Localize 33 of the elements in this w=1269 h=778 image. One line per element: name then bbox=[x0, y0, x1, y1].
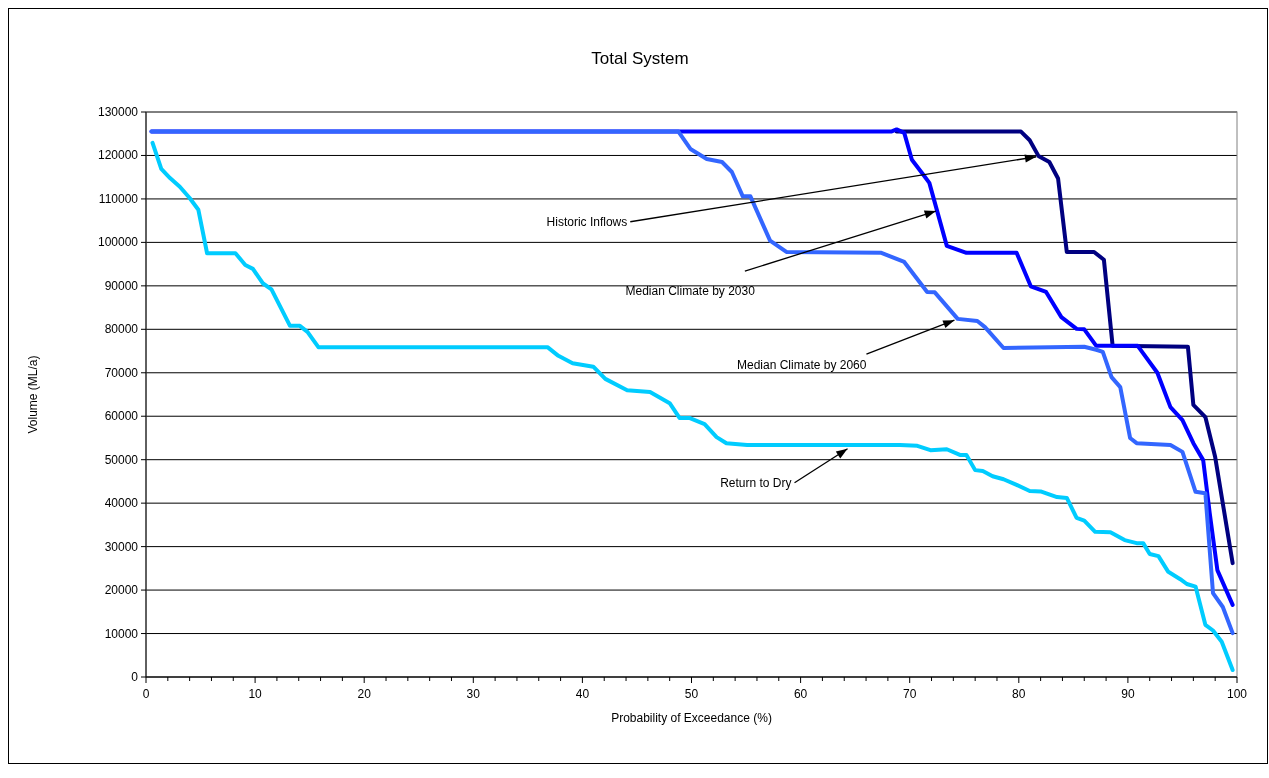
y-tick-label: 120000 bbox=[97, 148, 139, 163]
y-tick-label: 110000 bbox=[98, 191, 139, 206]
annotation: Historic Inflows bbox=[546, 214, 628, 229]
line-series bbox=[894, 129, 1235, 566]
y-tick-label: 90000 bbox=[104, 278, 139, 293]
x-tick-label: 70 bbox=[903, 687, 917, 701]
annotation: Median Climate by 2030 bbox=[625, 284, 756, 299]
annotation: Return to Dry bbox=[720, 475, 792, 490]
y-tick-label: 50000 bbox=[104, 452, 139, 467]
x-tick-label: 10 bbox=[248, 687, 263, 701]
x-axis-title: Probability of Exceedance (%) bbox=[611, 711, 772, 725]
x-tick-label: 50 bbox=[684, 687, 699, 701]
y-tick-label: 130000 bbox=[97, 105, 139, 119]
y-tick-label: 40000 bbox=[104, 496, 139, 511]
x-tick-label: 20 bbox=[357, 687, 372, 701]
y-tick-label: 100000 bbox=[97, 235, 139, 250]
x-tick-label: 40 bbox=[575, 687, 590, 701]
y-axis-title: Volume (ML/a) bbox=[26, 355, 40, 434]
x-tick-label: 0 bbox=[142, 687, 150, 701]
y-tick-label: 30000 bbox=[104, 539, 139, 554]
y-tick-label: 0 bbox=[131, 670, 139, 684]
x-tick-label: 60 bbox=[793, 687, 808, 701]
x-tick-label: 30 bbox=[466, 687, 481, 701]
y-tick-label: 60000 bbox=[104, 409, 139, 424]
annotation: Median Climate by 2060 bbox=[737, 358, 867, 373]
chart-title: Total System bbox=[591, 49, 689, 68]
y-tick-label: 20000 bbox=[104, 583, 139, 598]
y-tick-label: 10000 bbox=[104, 626, 139, 641]
y-tick-label: 70000 bbox=[104, 365, 139, 380]
y-tick-label: 80000 bbox=[104, 322, 139, 337]
x-tick-label: 90 bbox=[1121, 687, 1135, 701]
x-tick-label: 100 bbox=[1226, 687, 1248, 701]
x-tick-label: 80 bbox=[1012, 687, 1026, 701]
